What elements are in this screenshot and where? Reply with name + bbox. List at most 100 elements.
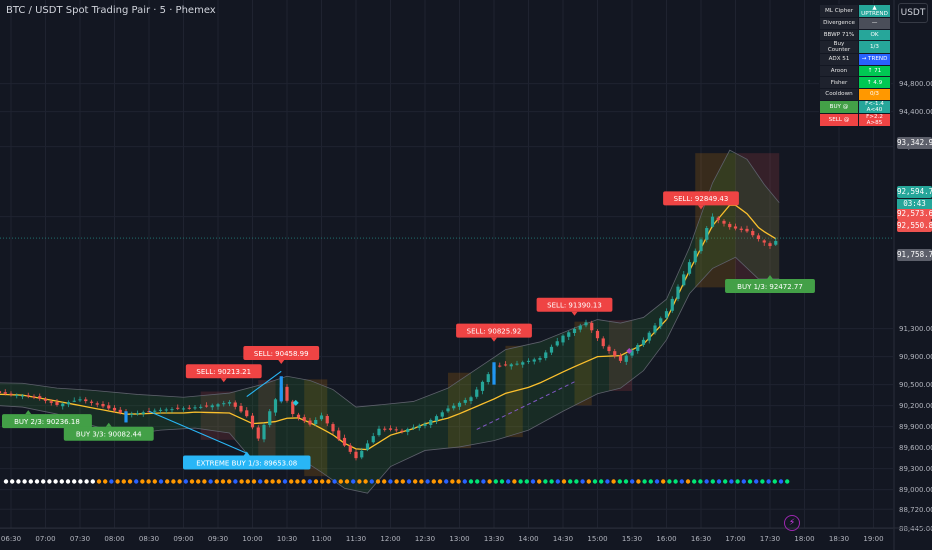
signal-dot-64 (400, 479, 405, 484)
signal-text: SELL: 92849.43 (674, 195, 729, 203)
price-tick-6: 90,500.00 (899, 381, 932, 389)
candle-65 (354, 451, 358, 459)
signal-zone-1 (258, 380, 276, 464)
extreme-candle-0 (124, 411, 128, 423)
signal-dot-52 (326, 479, 331, 484)
signal-dot-120 (747, 479, 753, 484)
signal-dot-111 (692, 479, 697, 484)
candle-10 (38, 396, 42, 399)
signal-dot-20 (127, 479, 133, 484)
signal-dot-86 (537, 479, 542, 484)
signal-dot-101 (630, 479, 635, 484)
candle-84 (463, 400, 467, 403)
signal-pointer (278, 360, 285, 365)
signal-dot-27 (171, 479, 176, 484)
candle-30 (153, 410, 157, 412)
price-tick-8: 89,900.00 (899, 423, 932, 431)
candle-7 (20, 395, 25, 397)
signal-dot-40 (251, 479, 257, 484)
candle-113 (630, 350, 634, 356)
time-tick-6: 09:30 (208, 535, 228, 543)
signal-dot-74 (462, 479, 467, 484)
price-tag-1: 92,594.76 (897, 186, 932, 198)
time-tick-11: 12:00 (380, 535, 400, 543)
time-tick-23: 18:00 (794, 535, 814, 543)
indicator-panel: ML Cipher ▲ UPTREND Divergence — BBWP 71% OK B… (819, 4, 891, 127)
price-tick-11: 89,000.00 (899, 486, 932, 494)
panel-row-2: BBWP 71% OK (819, 28, 891, 42)
candle-74 (406, 429, 410, 433)
signal-dot-61 (382, 479, 387, 484)
candle-44 (233, 402, 237, 407)
signal-dot-1 (10, 479, 15, 484)
candle-9 (32, 396, 36, 398)
candle-55 (296, 414, 301, 418)
signal-dot-11 (72, 479, 77, 484)
price-tick-12: 88,720.00 (899, 506, 932, 514)
candle-28 (141, 412, 145, 414)
candle-26 (130, 413, 134, 415)
signal-dot-41 (258, 479, 263, 484)
candle-127 (710, 216, 715, 227)
signal-box (663, 191, 739, 206)
candle-32 (164, 409, 168, 411)
candle-93 (515, 363, 519, 365)
signal-dot-17 (109, 479, 114, 484)
candle-54 (291, 401, 295, 415)
signal-dot-75 (468, 479, 474, 484)
signal-dot-109 (679, 479, 684, 484)
candle-101 (561, 335, 565, 343)
signal-dot-95 (592, 479, 598, 484)
signal-dot-89 (555, 479, 560, 484)
time-tick-8: 10:30 (277, 535, 297, 543)
time-tick-5: 09:00 (173, 535, 193, 543)
signal-dot-113 (704, 479, 709, 484)
signal-dot-0 (3, 479, 9, 484)
signal-zone-3 (448, 372, 471, 449)
candle-66 (360, 450, 364, 458)
signal-dot-72 (450, 479, 455, 484)
candle-49 (262, 424, 266, 440)
extreme-trend-line (148, 410, 247, 454)
time-tick-24: 18:30 (829, 535, 849, 543)
candle-21 (101, 404, 105, 407)
panel-row-7: Cooldown 0/3 (819, 87, 891, 101)
signal-box (2, 414, 92, 429)
candle-124 (693, 250, 697, 263)
panel-value: F<-1.4 A<40 (858, 99, 891, 114)
signal-dot-19 (121, 479, 127, 484)
signal-box (63, 426, 154, 441)
signal-dot-94 (586, 479, 591, 484)
signal-sell-4: SELL: 90213.21 (185, 364, 262, 383)
candle-123 (687, 262, 692, 274)
signal-dot-115 (716, 479, 722, 484)
currency-button[interactable]: USDT (898, 3, 928, 23)
signal-dot-103 (642, 479, 647, 484)
candle-130 (728, 223, 732, 228)
signal-dot-56 (351, 479, 356, 484)
candle-102 (567, 332, 571, 337)
candle-86 (475, 389, 479, 397)
signal-dot-57 (357, 479, 362, 484)
price-tick-7: 90,200.00 (899, 402, 932, 410)
signal-dot-25 (158, 479, 164, 484)
candle-128 (716, 217, 720, 221)
signal-dot-29 (183, 479, 188, 484)
signal-dot-22 (140, 479, 145, 484)
candle-115 (641, 339, 646, 345)
signal-dot-91 (568, 479, 573, 484)
signal-dot-38 (239, 479, 244, 484)
panel-row-3: Buy Counter 1/3 (819, 40, 891, 55)
signal-dot-26 (165, 479, 170, 484)
signal-dot-47 (295, 479, 300, 484)
panel-value: ↑ 71 (858, 64, 891, 78)
signal-text: EXTREME BUY 1/3: 89653.08 (196, 459, 297, 467)
candle-116 (647, 332, 651, 341)
signal-dot-16 (103, 479, 108, 484)
candle-138 (774, 241, 778, 245)
candle-69 (377, 428, 381, 436)
candle-51 (273, 399, 278, 413)
candle-88 (486, 374, 490, 383)
candle-117 (653, 325, 657, 333)
